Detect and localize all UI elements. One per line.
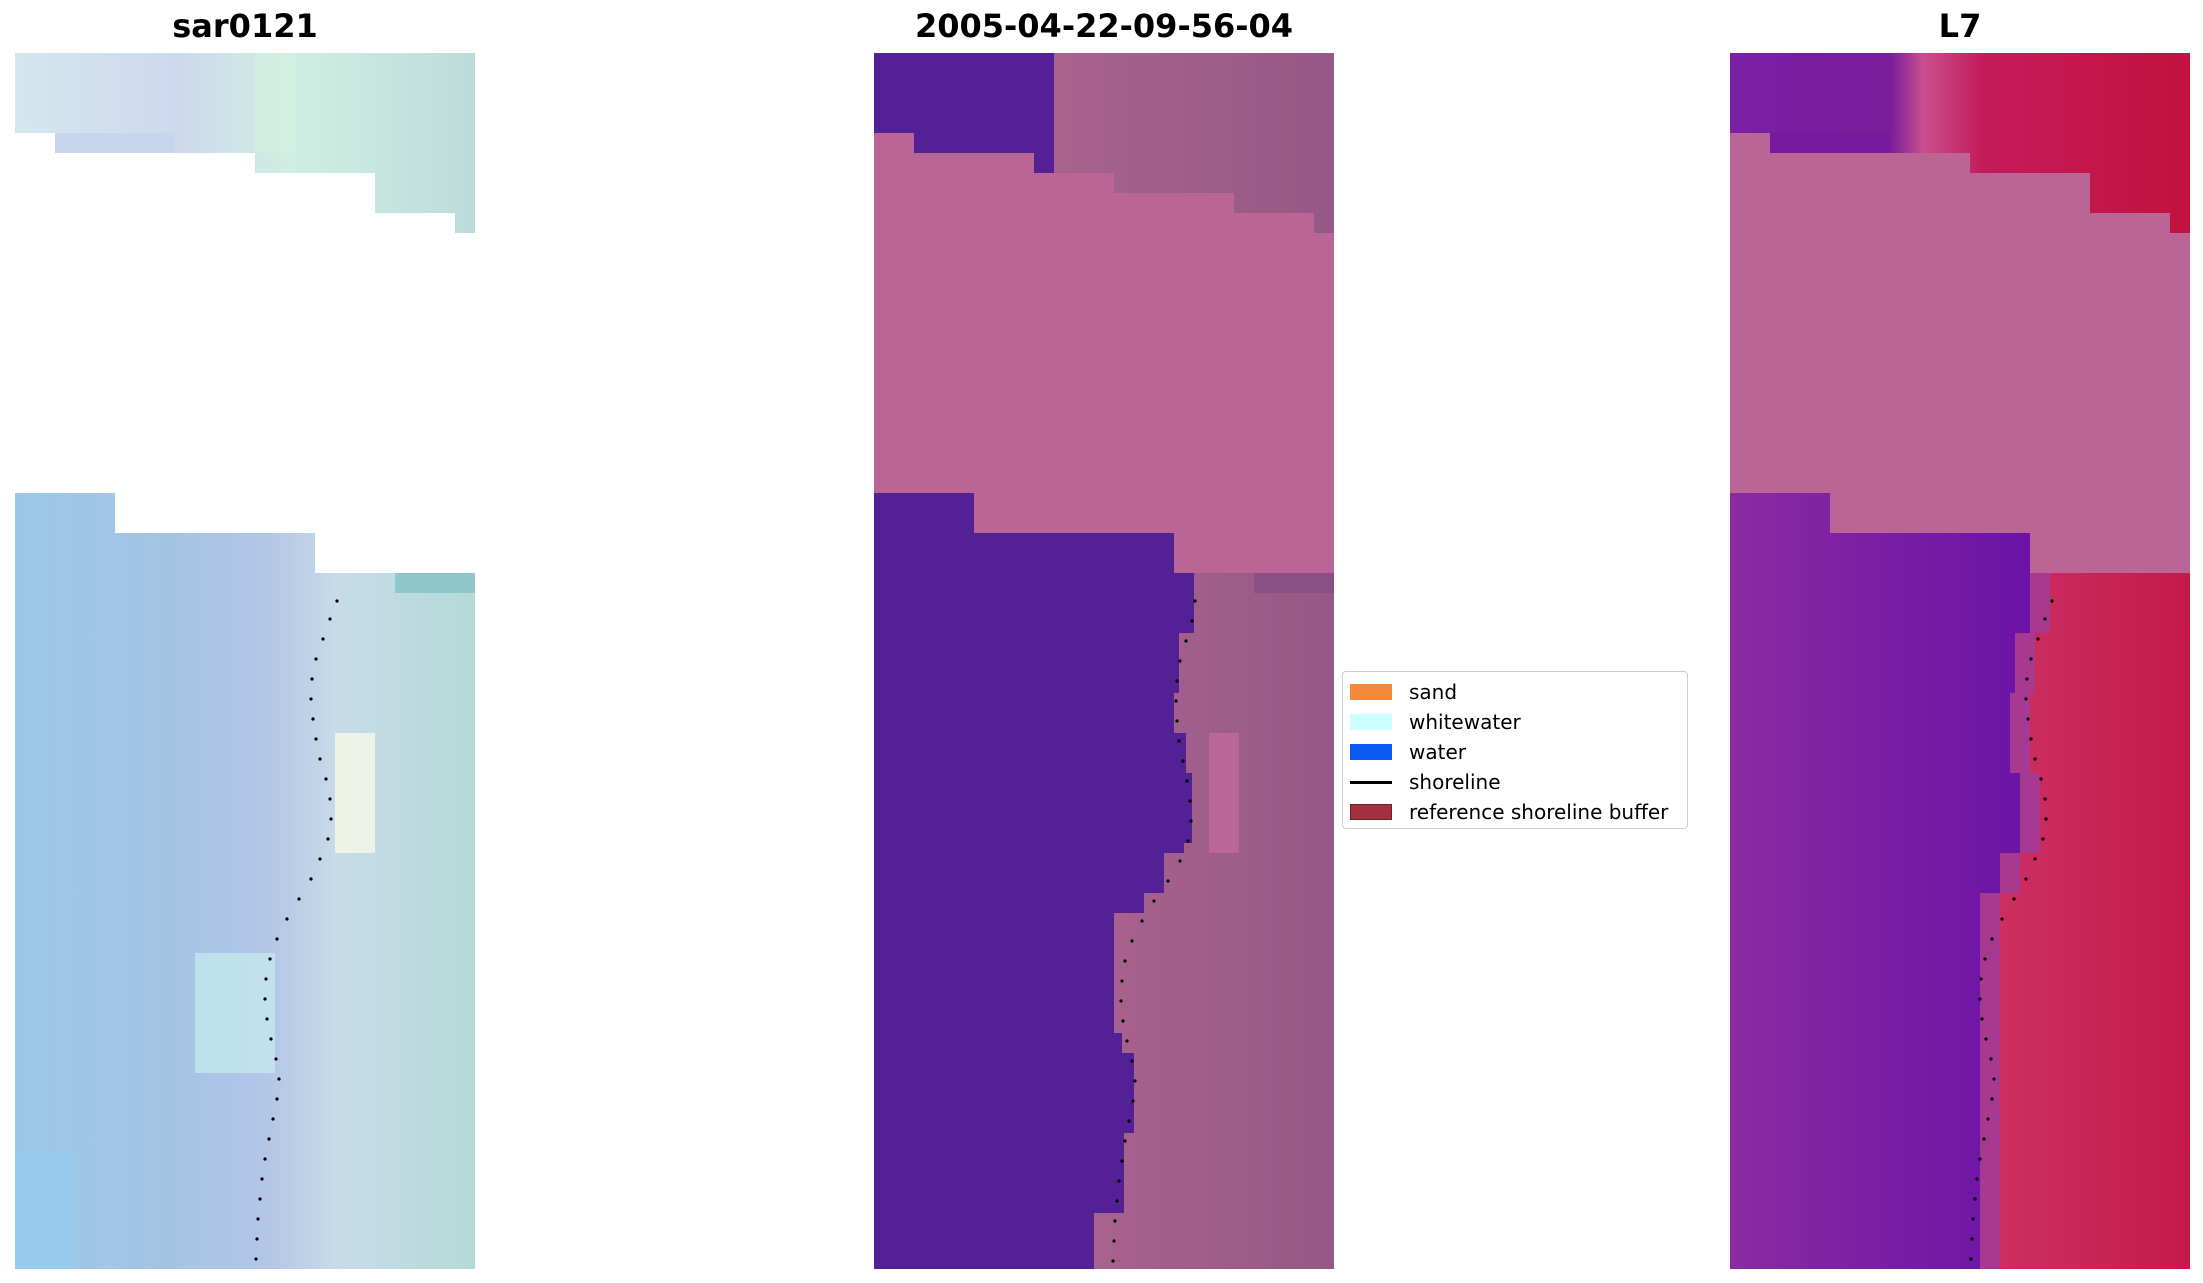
legend-label-water: water [1409,740,1466,764]
panel-title-ndwi: L7 [1938,7,1982,45]
legend-item-shoreline: shoreline [1343,767,1687,797]
legend-item-whitewater: whitewater [1343,707,1687,737]
panel-title-rgb: sar0121 [172,7,318,45]
shoreline-line-swatch [1350,780,1392,784]
reference-buffer-swatch [1350,804,1392,820]
water-swatch [1350,744,1392,760]
rgb-shoreline-points [254,599,339,1261]
legend-item-sand: sand [1343,677,1687,707]
ndwi-image-panel [1730,53,2190,1269]
rgb-image-panel [15,53,475,1269]
legend-item-water: water [1343,737,1687,767]
legend-label-whitewater: whitewater [1409,710,1521,734]
classified-image-panel [874,53,1334,1269]
legend-label-sand: sand [1409,680,1458,704]
legend-label-reference-buffer: reference shoreline buffer [1409,800,1669,824]
classified-image [874,53,1334,1269]
legend-label-shoreline: shoreline [1409,770,1501,794]
classified-shoreline-points [1111,599,1197,1263]
legend-item-reference-buffer: reference shoreline buffer [1343,797,1687,827]
ndwi-image [1730,53,2190,1269]
sand-swatch [1350,684,1392,700]
panel-title-classified: 2005-04-22-09-56-04 [914,7,1294,45]
ndwi-shoreline-points [1969,599,2054,1261]
whitewater-swatch [1350,714,1392,730]
legend: sand whitewater water shoreline referenc… [1342,671,1688,829]
rgb-image [15,53,475,1269]
